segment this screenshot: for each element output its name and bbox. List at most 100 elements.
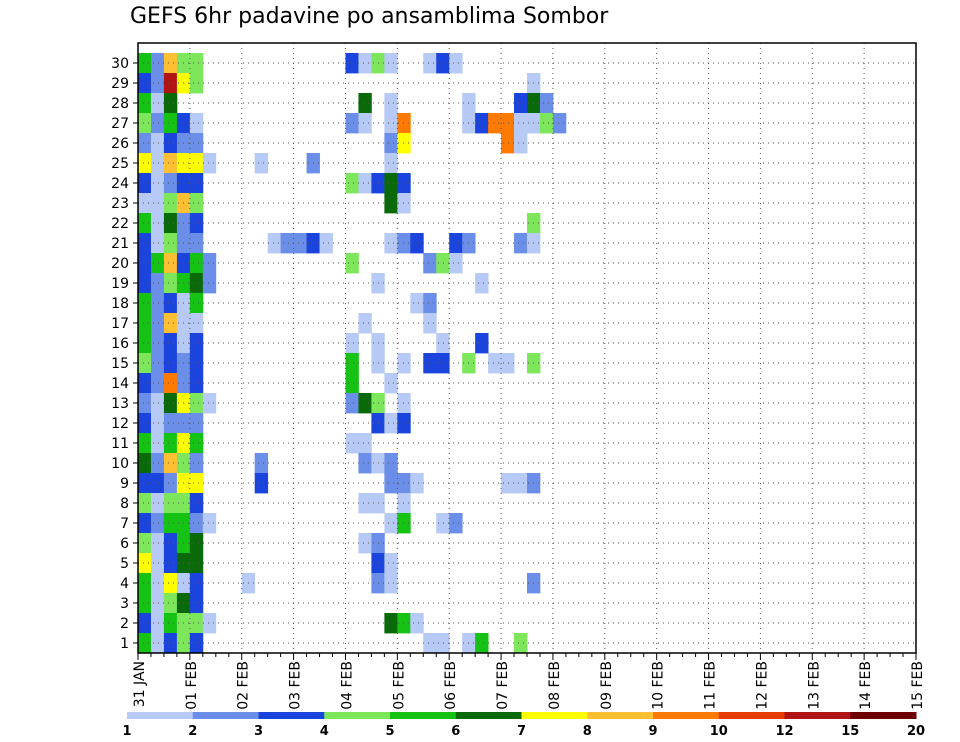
y-tick-label: 6 (120, 536, 129, 552)
y-tick-label: 19 (111, 276, 129, 292)
heatmap-cell (345, 393, 359, 414)
heatmap-cell (397, 193, 411, 214)
x-tick-label: 05 FEB (391, 661, 407, 710)
heatmap-cell (358, 493, 372, 514)
heatmap-cell (189, 133, 204, 154)
heatmap-cell (397, 473, 411, 494)
heatmap-cell (267, 233, 282, 254)
heatmap-cell (163, 413, 178, 434)
heatmap-cell (150, 493, 165, 514)
chart-title: GEFS 6hr padavine po ansamblima Sombor (130, 4, 609, 29)
grid-lines (138, 43, 916, 653)
heatmap-cell (189, 333, 204, 354)
heatmap-cell (358, 433, 372, 454)
heatmap-cell (189, 313, 204, 334)
y-tick-label: 17 (111, 316, 129, 332)
heatmap-cell (280, 233, 294, 254)
heatmap-cell (436, 253, 450, 274)
colorbar-segment (258, 712, 325, 719)
heatmap-cell (150, 573, 165, 594)
heatmap-cell (189, 493, 204, 514)
colorbar-segment (850, 712, 917, 719)
heatmap-cell (384, 53, 398, 74)
heatmap-cell (345, 373, 359, 394)
y-tick-label: 7 (120, 516, 129, 532)
heatmap-cell (514, 233, 528, 254)
heatmap-cell (163, 153, 178, 174)
y-tick-label: 25 (111, 156, 129, 172)
heatmap-cell (319, 233, 333, 254)
heatmap-cell (397, 413, 411, 434)
colorbar-segment (653, 712, 720, 719)
heatmap-cell (189, 273, 204, 294)
heatmap-cell (358, 93, 372, 114)
heatmap-cell (345, 353, 359, 374)
heatmap-cell (384, 513, 398, 534)
heatmap-cell (138, 293, 152, 314)
heatmap-cell (293, 233, 307, 254)
heatmap-cell (189, 513, 204, 534)
colorbar-label: 6 (451, 724, 460, 739)
y-tick-label: 26 (111, 136, 129, 152)
heatmap-cell (138, 533, 152, 554)
heatmap-cell (397, 353, 411, 374)
heatmap-cell (202, 513, 217, 534)
heatmap-cell (202, 613, 217, 634)
heatmap-cell (475, 633, 489, 654)
heatmap-cell (163, 573, 178, 594)
colorbar-segment (587, 712, 654, 719)
y-tick-label: 8 (120, 496, 129, 512)
heatmap-cell (150, 173, 165, 194)
heatmap-cell (138, 573, 152, 594)
heatmap-cell (163, 373, 178, 394)
y-tick-label: 20 (111, 256, 129, 272)
y-tick-label: 4 (120, 576, 129, 592)
heatmap-cell (501, 473, 515, 494)
y-tick-label: 18 (111, 296, 129, 312)
heatmap-cell (345, 53, 359, 74)
heatmap-cell (189, 573, 204, 594)
heatmap-cell (189, 553, 204, 574)
heatmap-cell (436, 353, 450, 374)
colorbar-label: 3 (254, 724, 263, 739)
heatmap-cell (138, 193, 152, 214)
y-tick-label: 16 (111, 336, 129, 352)
heatmap-cell (358, 173, 372, 194)
heatmap-cell (488, 113, 502, 134)
heatmap-cell (189, 213, 204, 234)
heatmap-cell (163, 493, 178, 514)
heatmap-cell (384, 453, 398, 474)
heatmap-cell (189, 253, 204, 274)
y-tick-label: 11 (111, 436, 129, 452)
heatmap-cell (345, 333, 359, 354)
heatmap-cell (189, 393, 204, 414)
colorbar-label: 9 (648, 724, 657, 739)
heatmap-cell (138, 133, 152, 154)
heatmap-cell (150, 413, 165, 434)
heatmap-cell (358, 113, 372, 134)
heatmap-cell (189, 233, 204, 254)
heatmap-cell (397, 493, 411, 514)
heatmap-cell (501, 353, 515, 374)
heatmap-cell (138, 73, 152, 94)
heatmap-cell (163, 513, 178, 534)
heatmap-cell (163, 193, 178, 214)
heatmap-cell (397, 513, 411, 534)
heatmap-cell (150, 533, 165, 554)
heatmap-cell (436, 513, 450, 534)
heatmap-cell (189, 433, 204, 454)
heatmap-cell (163, 93, 178, 114)
heatmap-cell (138, 173, 152, 194)
heatmap-cell (488, 353, 502, 374)
heatmap-cell (358, 53, 372, 74)
colorbar-label: 5 (385, 724, 394, 739)
heatmap-cell (423, 53, 437, 74)
heatmap-cell (163, 313, 178, 334)
colorbar-segment (127, 712, 194, 719)
heatmap-cell (163, 473, 178, 494)
heatmap-cell (189, 413, 204, 434)
colorbar-label: 4 (320, 724, 329, 739)
x-tick-label: 11 FEB (703, 661, 719, 710)
heatmap-cell (189, 113, 204, 134)
